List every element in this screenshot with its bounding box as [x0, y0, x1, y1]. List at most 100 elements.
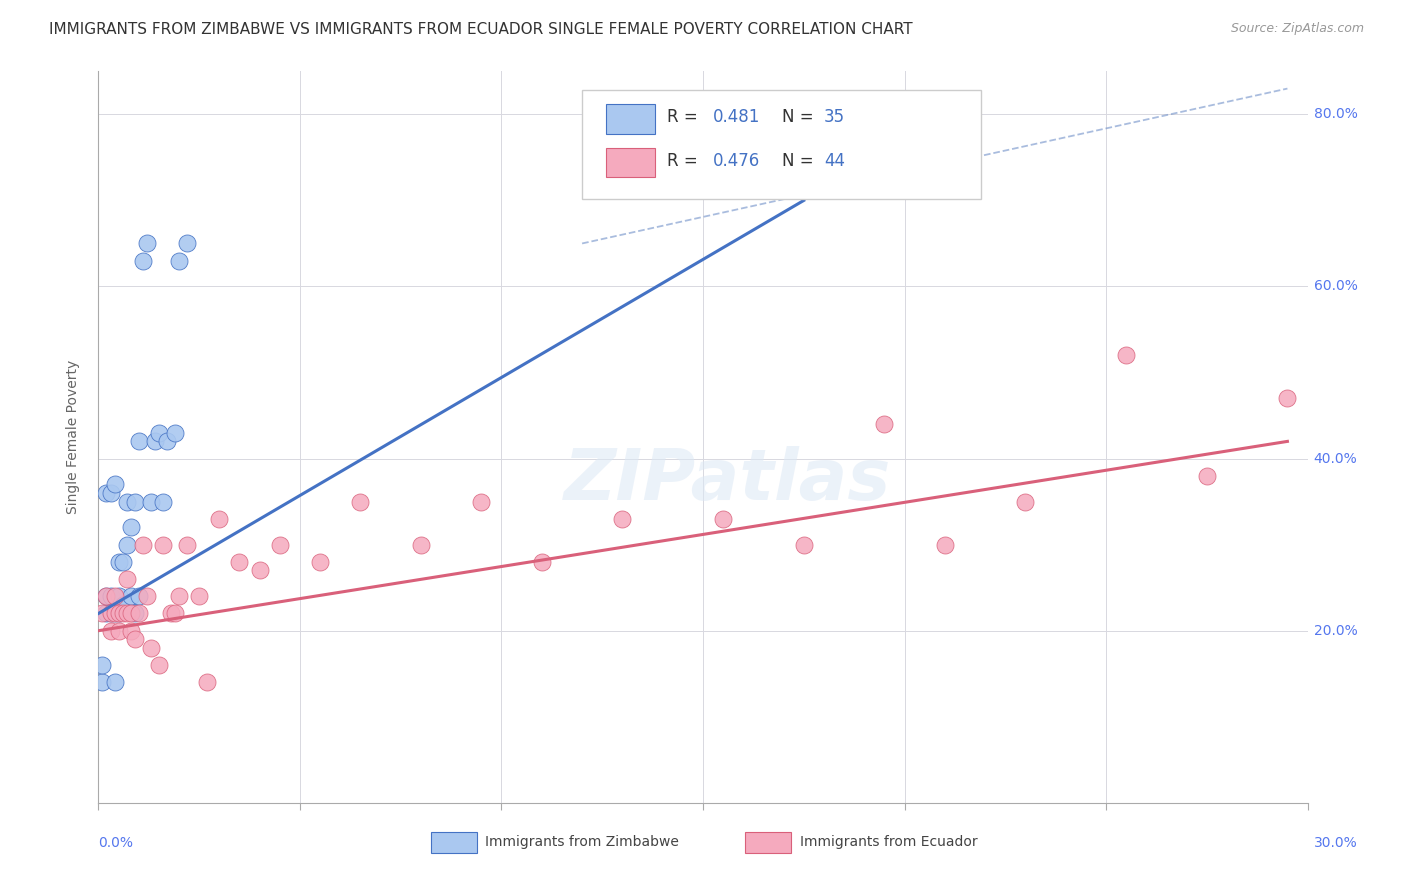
Point: [167, 589, 190, 603]
Point: [470, 494, 492, 508]
Point: [148, 425, 170, 440]
Point: [115, 607, 138, 621]
Point: [120, 520, 142, 534]
Text: Immigrants from Zimbabwe: Immigrants from Zimbabwe: [485, 835, 679, 848]
Text: 80.0%: 80.0%: [1313, 107, 1358, 121]
Point: [1277, 392, 1299, 406]
FancyBboxPatch shape: [582, 90, 981, 200]
Point: [120, 607, 142, 621]
Point: [103, 675, 125, 690]
Point: [128, 607, 150, 621]
Point: [188, 589, 211, 603]
Point: [530, 555, 553, 569]
Point: [309, 555, 332, 569]
Text: R =: R =: [666, 153, 703, 170]
Point: [100, 486, 122, 500]
Point: [91, 607, 114, 621]
Point: [91, 658, 114, 673]
Point: [100, 607, 122, 621]
Point: [107, 589, 129, 603]
FancyBboxPatch shape: [606, 148, 655, 178]
Text: Source: ZipAtlas.com: Source: ZipAtlas.com: [1230, 22, 1364, 36]
Text: 60.0%: 60.0%: [1313, 279, 1358, 293]
Point: [103, 607, 125, 621]
Point: [228, 555, 250, 569]
Point: [152, 538, 174, 552]
Point: [1195, 468, 1218, 483]
Point: [107, 607, 129, 621]
Point: [128, 589, 150, 603]
Point: [124, 494, 146, 508]
Point: [163, 607, 186, 621]
Text: 0.481: 0.481: [713, 109, 761, 127]
Point: [100, 589, 122, 603]
Point: [115, 494, 138, 508]
Text: 0.0%: 0.0%: [98, 836, 134, 850]
Point: [208, 512, 231, 526]
Point: [103, 477, 125, 491]
Point: [409, 538, 432, 552]
Point: [143, 434, 166, 449]
Point: [115, 598, 138, 612]
Point: [152, 494, 174, 508]
Point: [1115, 348, 1137, 362]
Point: [124, 632, 146, 647]
Point: [269, 538, 291, 552]
Point: [103, 589, 125, 603]
Point: [111, 598, 134, 612]
Point: [934, 538, 956, 552]
FancyBboxPatch shape: [745, 832, 792, 853]
Y-axis label: Single Female Poverty: Single Female Poverty: [66, 360, 80, 514]
Point: [100, 624, 122, 638]
Point: [132, 253, 155, 268]
Point: [349, 494, 371, 508]
Point: [115, 538, 138, 552]
Point: [612, 512, 634, 526]
Point: [135, 589, 157, 603]
Point: [156, 434, 179, 449]
Point: [135, 236, 157, 251]
Point: [163, 425, 186, 440]
Point: [793, 538, 815, 552]
FancyBboxPatch shape: [432, 832, 477, 853]
Point: [1014, 494, 1036, 508]
Point: [91, 675, 114, 690]
Text: 20.0%: 20.0%: [1313, 624, 1357, 638]
Point: [107, 555, 129, 569]
Point: [115, 572, 138, 586]
Point: [167, 253, 190, 268]
Point: [111, 555, 134, 569]
Point: [124, 607, 146, 621]
Point: [249, 564, 271, 578]
Point: [96, 589, 118, 603]
Point: [148, 658, 170, 673]
Point: [96, 589, 118, 603]
Point: [100, 607, 122, 621]
Text: 44: 44: [824, 153, 845, 170]
Point: [160, 607, 183, 621]
Point: [139, 640, 162, 655]
Point: [176, 236, 198, 251]
Point: [195, 675, 218, 690]
Point: [107, 607, 129, 621]
Point: [873, 417, 896, 432]
FancyBboxPatch shape: [606, 104, 655, 134]
Text: 30.0%: 30.0%: [1313, 836, 1357, 850]
Point: [711, 512, 734, 526]
Text: 35: 35: [824, 109, 845, 127]
Text: 0.476: 0.476: [713, 153, 759, 170]
Point: [96, 607, 118, 621]
Point: [128, 434, 150, 449]
Text: IMMIGRANTS FROM ZIMBABWE VS IMMIGRANTS FROM ECUADOR SINGLE FEMALE POVERTY CORREL: IMMIGRANTS FROM ZIMBABWE VS IMMIGRANTS F…: [49, 22, 912, 37]
Point: [120, 624, 142, 638]
Point: [176, 538, 198, 552]
Point: [96, 486, 118, 500]
Point: [139, 494, 162, 508]
Point: [111, 607, 134, 621]
Point: [107, 624, 129, 638]
Text: ZIPatlas: ZIPatlas: [564, 447, 891, 516]
Point: [132, 538, 155, 552]
Text: Immigrants from Ecuador: Immigrants from Ecuador: [800, 835, 977, 848]
Text: N =: N =: [782, 109, 818, 127]
Point: [103, 607, 125, 621]
